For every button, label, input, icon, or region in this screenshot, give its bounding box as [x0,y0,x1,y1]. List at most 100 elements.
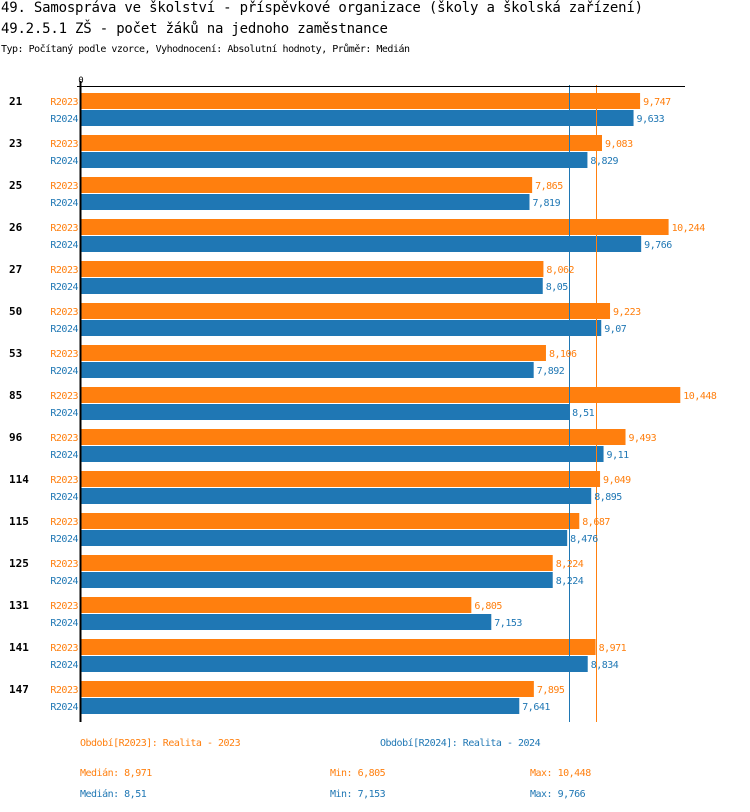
data-label: 7,153 [494,618,522,629]
bar-r2023-147 [81,681,534,697]
data-label: 10,244 [672,223,706,234]
data-label: 8,971 [599,643,627,654]
category-label: 21 [9,95,23,108]
series-label: R2023 [50,97,78,108]
legend-r2023-text: Období[R2023]: Realita - 2023 [80,738,241,749]
bar-r2024-27 [81,278,543,294]
x-tick-label: 0 [78,76,83,86]
chart-meta: Typ: Počítaný podle vzorce, Vyhodnocení:… [1,44,410,55]
data-label: 6,805 [474,601,502,612]
median-lines [569,85,597,722]
bar-r2023-53 [81,345,546,361]
axes: 0 [77,76,685,722]
category-label: 25 [9,179,22,192]
stat-max-r2024: Max: 9,766 [530,789,586,800]
series-label: R2023 [50,139,78,150]
series-label: R2024 [50,324,78,335]
data-label: 8,51 [572,408,595,419]
bar-r2024-53 [81,362,534,378]
category-label: 115 [9,515,29,528]
bar-r2024-115 [81,530,568,546]
series-label: R2023 [50,433,78,444]
bar-r2024-141 [81,656,588,672]
data-label: 9,747 [643,97,671,108]
series-label: R2023 [50,391,78,402]
data-label: 9,049 [603,475,631,486]
data-label: 9,633 [637,114,665,125]
bar-r2024-147 [81,698,520,714]
series-label: R2023 [50,643,78,654]
series-label: R2023 [50,307,78,318]
bar-r2024-26 [81,236,642,252]
series-label: R2023 [50,349,78,360]
data-label: 8,224 [556,576,584,587]
category-label: 131 [9,599,29,612]
bar-r2023-50 [81,303,611,319]
data-label: 10,448 [683,391,717,402]
series-label: R2024 [50,408,78,419]
series-label: R2024 [50,156,78,167]
category-label: 114 [9,473,29,486]
legend-r2024-text: Období[R2024]: Realita - 2024 [380,738,541,749]
data-label: 9,766 [644,240,672,251]
bar-r2023-25 [81,177,533,193]
category-label: 27 [9,263,22,276]
data-label: 8,895 [594,492,622,503]
series-label: R2024 [50,240,78,251]
category-label: 147 [9,683,29,696]
data-label: 9,11 [607,450,630,461]
bar-r2023-23 [81,135,603,151]
bar-r2024-125 [81,572,553,588]
data-label: 8,476 [570,534,598,545]
series-label: R2023 [50,475,78,486]
series-label: R2023 [50,181,78,192]
bar-r2024-96 [81,446,604,462]
data-label: 8,062 [546,265,574,276]
series-label: R2024 [50,618,78,629]
series-label: R2024 [50,534,78,545]
category-label: 141 [9,641,29,654]
category-label: 26 [9,221,23,234]
data-label: 8,687 [582,517,610,528]
data-label: 8,05 [546,282,569,293]
series-label: R2023 [50,559,78,570]
series-label: R2024 [50,450,78,461]
data-label: 7,641 [522,702,550,713]
data-label: 9,083 [605,139,633,150]
category-label: 50 [9,305,22,318]
chart-subtitle: 49.2.5.1 ZŠ - počet žáků na jednoho zamě… [1,21,388,37]
bar-r2024-25 [81,194,530,210]
series-label: R2024 [50,366,78,377]
data-label: 7,892 [537,366,565,377]
category-label: 96 [9,431,23,444]
data-label: 8,829 [590,156,618,167]
bar-r2023-96 [81,429,626,445]
stat-median-r2024: Medián: 8,51 [80,789,147,800]
series-label: R2024 [50,282,78,293]
bar-r2024-50 [81,320,602,336]
series-label: R2023 [50,517,78,528]
bar-r2024-21 [81,110,634,126]
series-label: R2024 [50,492,78,503]
data-label: 9,223 [613,307,641,318]
labels-layer: 21 R2023 9,747 R2024 9,633 23 R2023 9,083 R2024 8… [9,95,717,713]
legend-r2024: Období[R2024]: Realita - 2024 [380,738,541,749]
bar-r2024-23 [81,152,588,168]
bar-r2023-85 [81,387,681,403]
category-label: 23 [9,137,22,150]
category-label: 85 [9,389,22,402]
stat-median-r2023: Medián: 8,971 [80,768,152,779]
data-label: 8,106 [549,349,577,360]
legend-r2023: Období[R2023]: Realita - 2023 [80,738,241,749]
stat-min-r2024: Min: 7,153 [330,789,386,800]
series-label: R2023 [50,223,78,234]
data-label: 7,865 [535,181,563,192]
bar-r2023-114 [81,471,601,487]
stat-min-r2023: Min: 6,805 [330,768,386,779]
bar-r2023-26 [81,219,669,235]
series-label: R2024 [50,198,78,209]
series-label: R2023 [50,265,78,276]
bar-r2023-131 [81,597,472,613]
data-label: 7,895 [537,685,565,696]
